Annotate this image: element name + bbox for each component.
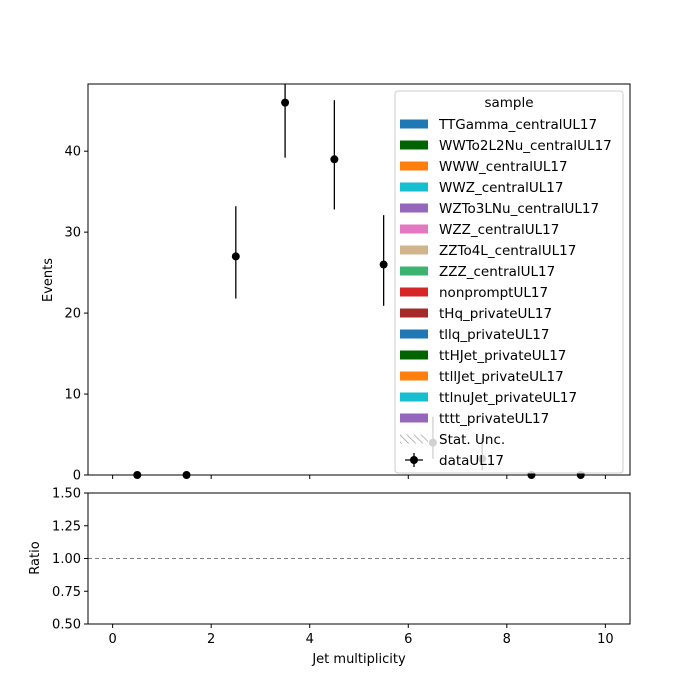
- data-point: [330, 100, 339, 210]
- legend-label: ttlnuJet_privateUL17: [439, 390, 577, 406]
- legend-entry: ZZTo4L_centralUL17: [400, 243, 576, 259]
- main-axes-frame: [87, 83, 631, 476]
- legend-label: dataUL17: [439, 453, 504, 469]
- x-tick-label: 10: [597, 632, 614, 647]
- data-point-marker: [231, 252, 240, 261]
- legend-label: WWZ_centralUL17: [439, 180, 563, 196]
- legend-entry: WZTo3LNu_centralUL17: [400, 201, 599, 217]
- legend-swatch: [400, 119, 428, 129]
- legend-swatch: [400, 287, 428, 297]
- legend-entry: WWW_centralUL17: [400, 159, 568, 175]
- main-ytick-label: 30: [64, 226, 81, 241]
- legend-entry: ttlnuJet_privateUL17: [400, 390, 577, 406]
- legend-entry: WZZ_centralUL17: [400, 222, 559, 238]
- legend-entry: Stat. Unc.: [400, 432, 505, 448]
- legend-entry: WWTo2L2Nu_centralUL17: [400, 138, 612, 154]
- data-point-marker: [379, 260, 388, 269]
- legend-entry: tHq_privateUL17: [400, 306, 552, 322]
- ratio-panel: 0.50 0.75 1.00 1.25 1.50 0 2 4 6 8 10 Ratio Jet mu…: [28, 487, 631, 667]
- legend-entry: nonpromptUL17: [400, 285, 548, 301]
- ratio-ytick-label: 0.75: [52, 585, 81, 600]
- main-ytick-label: 10: [64, 388, 81, 403]
- legend-swatch: [400, 350, 428, 360]
- ratio-ytick-label: 1.00: [52, 552, 81, 567]
- legend-swatch: [400, 161, 428, 171]
- legend-swatch: [400, 182, 428, 192]
- data-point: [281, 84, 290, 158]
- data-point: [231, 206, 240, 299]
- legend-entry: ZZZ_centralUL17: [400, 264, 555, 280]
- legend-label: tllq_privateUL17: [439, 327, 549, 343]
- legend-label: WZTo3LNu_centralUL17: [439, 201, 599, 217]
- legend-frame: [394, 90, 624, 474]
- legend-label: Stat. Unc.: [439, 432, 505, 448]
- main-panel: 0 10 20 30 40 Events sample TTGamma_centralU…: [41, 83, 631, 484]
- legend-label: WWTo2L2Nu_centralUL17: [439, 138, 612, 154]
- x-tick-label: 8: [503, 632, 511, 647]
- legend-label: ttHJet_privateUL17: [439, 348, 566, 364]
- legend-swatch: [400, 413, 428, 423]
- data-point: [379, 215, 388, 306]
- legend-swatch: [400, 371, 428, 381]
- legend-label: ZZTo4L_centralUL17: [439, 243, 576, 259]
- legend: sample TTGamma_centralUL17 WWTo2L2Nu_cent…: [394, 90, 624, 474]
- legend-label: tttt_privateUL17: [439, 411, 549, 427]
- legend-entry: dataUL17: [405, 453, 504, 469]
- legend-label: WWW_centralUL17: [439, 159, 568, 175]
- x-tick-label: 2: [207, 632, 215, 647]
- data-point-marker: [330, 155, 339, 164]
- ratio-ytick-label: 1.25: [52, 519, 81, 534]
- legend-label: ZZZ_centralUL17: [439, 264, 555, 280]
- ratio-ytick-label: 1.50: [52, 487, 81, 502]
- legend-swatch: [400, 266, 428, 276]
- legend-label: tHq_privateUL17: [439, 306, 552, 322]
- main-ytick-label: 20: [64, 307, 81, 322]
- legend-title: sample: [484, 95, 533, 111]
- legend-label: TTGamma_centralUL17: [438, 117, 597, 133]
- legend-label: ttllJet_privateUL17: [439, 369, 564, 385]
- ratio-ytick-label: 0.50: [52, 618, 81, 633]
- legend-entry: WWZ_centralUL17: [400, 180, 563, 196]
- legend-swatch: [400, 140, 428, 150]
- legend-swatch: [400, 203, 428, 213]
- legend-entry: TTGamma_centralUL17: [400, 117, 597, 133]
- legend-entry: ttllJet_privateUL17: [400, 369, 564, 385]
- legend-swatch: [400, 245, 428, 255]
- x-axis-label: Jet multiplicity: [311, 652, 406, 667]
- legend-swatch: [400, 329, 428, 339]
- legend-swatch: [400, 392, 428, 402]
- ratio-axes-frame: [87, 492, 631, 625]
- x-tick-label: 4: [306, 632, 314, 647]
- legend-swatch: [400, 224, 428, 234]
- legend-label: WZZ_centralUL17: [439, 222, 559, 238]
- main-ytick-label: 40: [64, 145, 81, 160]
- main-ytick-label: 0: [73, 469, 81, 484]
- main-ylabel: Events: [41, 258, 56, 302]
- legend-entry: tllq_privateUL17: [400, 327, 549, 343]
- legend-swatch: [400, 308, 428, 318]
- legend-label: nonpromptUL17: [439, 285, 548, 301]
- x-tick-label: 6: [404, 632, 412, 647]
- ratio-ylabel: Ratio: [28, 541, 43, 574]
- x-tick-label: 0: [108, 632, 116, 647]
- legend-hatch-swatch: [400, 434, 428, 444]
- legend-entry: ttHJet_privateUL17: [400, 348, 566, 364]
- legend-errorbar-marker: [405, 453, 423, 467]
- data-point-marker: [281, 98, 290, 107]
- legend-entry: tttt_privateUL17: [400, 411, 549, 427]
